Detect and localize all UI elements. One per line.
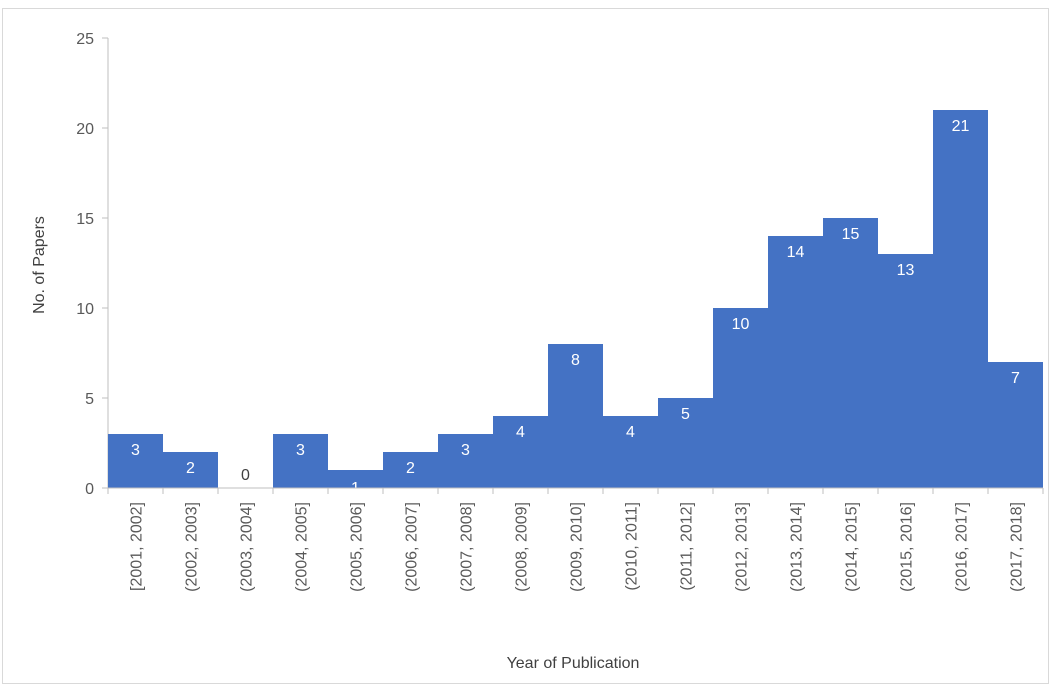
y-tick-label: 5 xyxy=(85,391,94,408)
x-tick-label: (2014, 2015] xyxy=(844,502,861,592)
x-tick-label: (2002, 2003] xyxy=(184,502,201,592)
bar xyxy=(108,434,163,488)
data-label: 7 xyxy=(1011,370,1020,387)
bar xyxy=(383,452,438,488)
data-label: 0 xyxy=(241,467,250,484)
data-label: 4 xyxy=(516,424,525,441)
x-tick-label: (2010, 2011] xyxy=(624,502,641,591)
x-tick-label: (2008, 2009] xyxy=(514,502,531,592)
bar xyxy=(768,236,823,488)
x-axis-title: Year of Publication xyxy=(507,655,640,672)
data-label: 21 xyxy=(952,118,970,135)
data-label: 15 xyxy=(842,226,860,243)
bar xyxy=(823,218,878,488)
x-tick-label: (2005, 2006] xyxy=(349,502,366,592)
x-tick-label: (2013, 2014] xyxy=(789,502,806,592)
data-label: 2 xyxy=(406,460,415,477)
data-label: 3 xyxy=(131,442,140,459)
bar xyxy=(328,470,383,488)
x-tick-label: (2004, 2005] xyxy=(294,502,311,592)
x-tick-label: [2001, 2002] xyxy=(129,502,146,591)
x-tick-label: (2003, 2004] xyxy=(239,502,256,592)
data-label: 4 xyxy=(626,424,635,441)
y-tick-label: 0 xyxy=(85,481,94,498)
y-tick-label: 25 xyxy=(76,31,94,48)
data-label: 13 xyxy=(897,262,915,279)
y-tick-label: 20 xyxy=(76,121,94,138)
data-label: 5 xyxy=(681,406,690,423)
data-label: 2 xyxy=(186,460,195,477)
x-tick-label: (2016, 2017] xyxy=(954,502,971,592)
y-axis: 0 5 10 15 20 25 xyxy=(76,31,109,498)
data-label: 3 xyxy=(461,442,470,459)
data-label: 10 xyxy=(732,316,750,333)
bar xyxy=(988,362,1043,488)
y-tick-label: 10 xyxy=(76,301,94,318)
bar xyxy=(493,416,548,488)
bar xyxy=(273,434,328,488)
x-tick-label: (2007, 2008] xyxy=(459,502,476,592)
bar xyxy=(548,344,603,488)
x-tick-label: (2015, 2016] xyxy=(899,502,916,592)
data-label: 3 xyxy=(296,442,305,459)
x-tick-label: (2017, 2018] xyxy=(1009,502,1026,592)
x-tick-label: (2006, 2007] xyxy=(404,502,421,592)
y-axis-title: No. of Papers xyxy=(31,216,48,314)
x-tick-label: (2009, 2010] xyxy=(569,502,586,592)
bar xyxy=(163,452,218,488)
x-tick-label: (2011, 2012] xyxy=(679,502,696,591)
bar xyxy=(603,416,658,488)
bar xyxy=(658,398,713,488)
x-axis: [2001, 2002] (2002, 2003] (2003, 2004] (200… xyxy=(107,487,1044,592)
bar xyxy=(933,110,988,488)
data-label: 8 xyxy=(571,352,580,369)
bar xyxy=(438,434,493,488)
x-tick-label: (2012, 2013] xyxy=(734,502,751,592)
bar xyxy=(878,254,933,488)
data-label: 14 xyxy=(787,244,805,261)
y-tick-label: 15 xyxy=(76,211,94,228)
bar xyxy=(713,308,768,488)
